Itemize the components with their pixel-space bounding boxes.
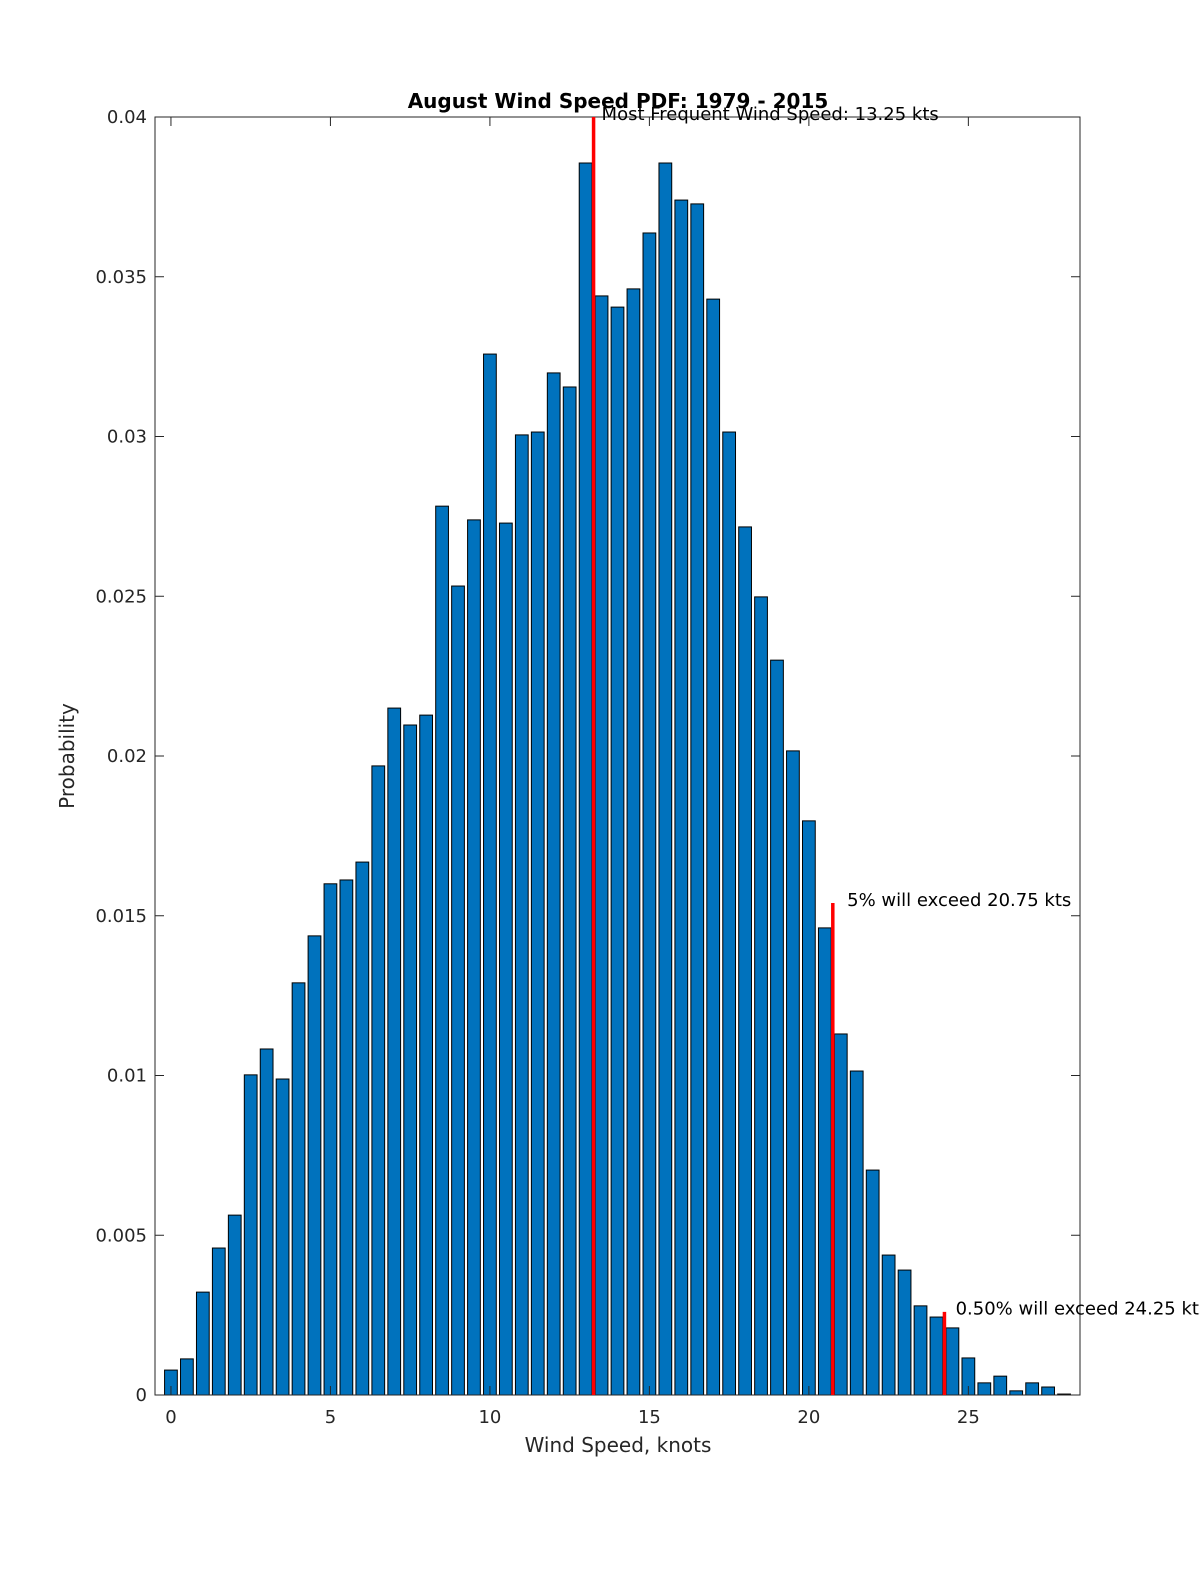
bar (929, 1316, 944, 1396)
bar (674, 199, 689, 1396)
bar (802, 820, 816, 1396)
bar (945, 1327, 960, 1396)
bar (243, 1074, 258, 1396)
bar (387, 707, 402, 1396)
bar (530, 431, 545, 1396)
bars (164, 162, 1071, 1396)
bar (626, 288, 641, 1396)
bar (483, 353, 497, 1396)
annotations: Most Frequent Wind Speed: 13.25 kts 5% wi… (591, 104, 1200, 1395)
bar (610, 306, 625, 1396)
bar (993, 1375, 1008, 1396)
annotation-label: 0.50% will exceed 24.25 kts (956, 1299, 1200, 1320)
bar (467, 519, 481, 1396)
bar (897, 1269, 912, 1396)
bar (339, 879, 354, 1396)
annotation-label: Most Frequent Wind Speed: 13.25 kts (602, 104, 939, 125)
bar (275, 1078, 290, 1396)
bar (1041, 1386, 1055, 1396)
bar (1025, 1382, 1040, 1396)
bar (642, 232, 657, 1396)
bar (706, 298, 721, 1396)
bar (738, 526, 752, 1396)
bar (355, 861, 370, 1396)
y-tick-label: 0.025 (95, 586, 147, 607)
bar (658, 162, 673, 1396)
chart-title: August Wind Speed PDF: 1979 - 2015 (408, 89, 829, 113)
bar (817, 927, 832, 1396)
y-axis-label: Probability (55, 703, 79, 809)
bar (690, 203, 705, 1396)
bar (770, 659, 784, 1396)
bar (259, 1048, 274, 1396)
bar (403, 724, 418, 1396)
x-axis-label: Wind Speed, knots (525, 1433, 712, 1457)
bar (435, 505, 449, 1396)
bar (323, 883, 338, 1396)
x-tick-label: 10 (478, 1407, 501, 1428)
bar (498, 522, 513, 1396)
bar (1009, 1390, 1024, 1396)
bar (451, 585, 465, 1396)
y-tick-label: 0.03 (107, 427, 147, 448)
bar (419, 714, 434, 1396)
bar (291, 982, 306, 1396)
bar (786, 750, 800, 1396)
bar (833, 1033, 848, 1396)
bar (546, 372, 561, 1396)
y-tick-label: 0.035 (95, 267, 147, 288)
bar (865, 1169, 880, 1396)
y-tick-label: 0.02 (107, 746, 147, 767)
x-tick-label: 0 (165, 1407, 176, 1428)
x-tick-label: 20 (797, 1407, 820, 1428)
y-tick-label: 0.04 (107, 107, 147, 128)
x-tick-label: 15 (638, 1407, 661, 1428)
bar (722, 431, 737, 1396)
bar (578, 162, 593, 1396)
y-tick-label: 0.01 (107, 1066, 147, 1087)
bar (562, 386, 577, 1396)
x-tick-label: 5 (325, 1407, 336, 1428)
bar (180, 1358, 194, 1396)
y-tick-label: 0 (136, 1385, 147, 1406)
bar (211, 1247, 226, 1396)
bar (227, 1214, 242, 1396)
bar (754, 596, 768, 1396)
bar (881, 1254, 896, 1396)
bar (371, 765, 386, 1396)
annotation-label: 5% will exceed 20.75 kts (847, 890, 1071, 911)
bar (195, 1291, 210, 1396)
bar (307, 935, 322, 1396)
bar (514, 434, 529, 1396)
bar (913, 1305, 928, 1396)
x-tick-label: 25 (957, 1407, 980, 1428)
bar (594, 295, 609, 1396)
bar (849, 1070, 864, 1396)
y-tick-label: 0.005 (95, 1225, 147, 1246)
y-tick-label: 0.015 (95, 906, 147, 927)
bar (977, 1382, 992, 1396)
ticks: 0 5 10 15 20 25 0 0.005 0.01 0.015 0.02 0.025 0.03 0.… (95, 107, 1080, 1428)
